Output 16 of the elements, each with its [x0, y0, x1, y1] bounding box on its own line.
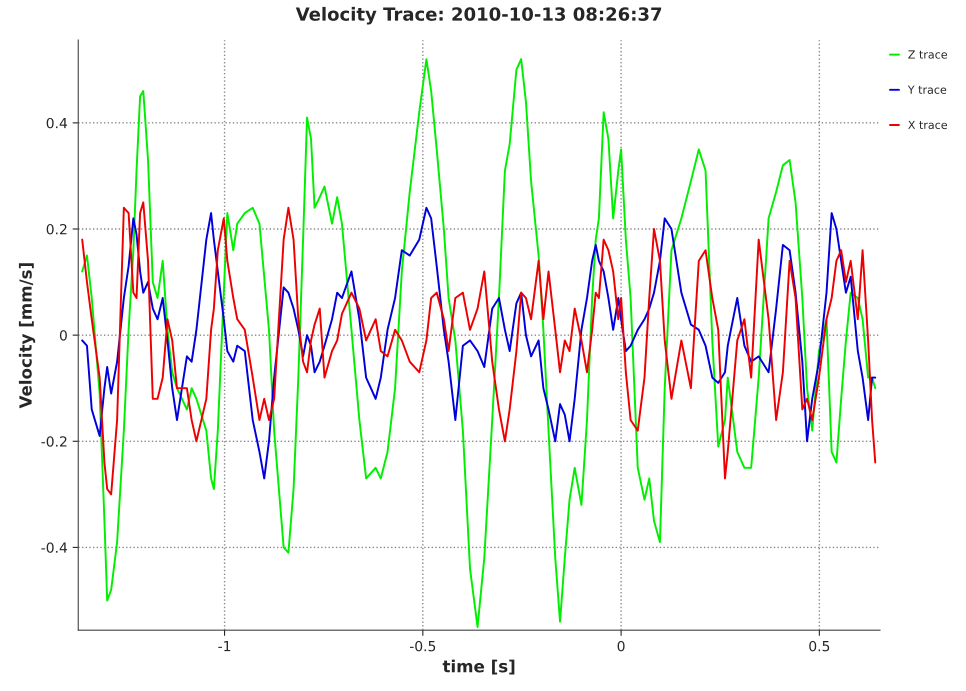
x-tick-label: 0: [618, 640, 625, 652]
x-tick-label: 0.5: [809, 640, 830, 652]
y-tick-label: 0: [60, 330, 67, 341]
legend-label: X trace: [908, 120, 948, 130]
y-axis-title: Velocity [mm/s]: [18, 263, 36, 408]
x-tick-label: -0.5: [410, 640, 436, 652]
legend-label: Y trace: [908, 86, 946, 94]
chart-title: Velocity Trace: 2010-10-13 08:26:37: [296, 6, 662, 25]
y-tick-label: -0.2: [41, 436, 66, 447]
y-tick-label: -0.4: [41, 542, 68, 553]
line-series: [81, 58, 876, 628]
legend-label: Z trace: [908, 50, 948, 59]
x-axis-title: time [s]: [442, 660, 514, 674]
y-tick-label: 0.2: [46, 224, 66, 234]
y-tick-label: 0.4: [46, 118, 68, 128]
x-tick-label: -1: [218, 641, 230, 652]
